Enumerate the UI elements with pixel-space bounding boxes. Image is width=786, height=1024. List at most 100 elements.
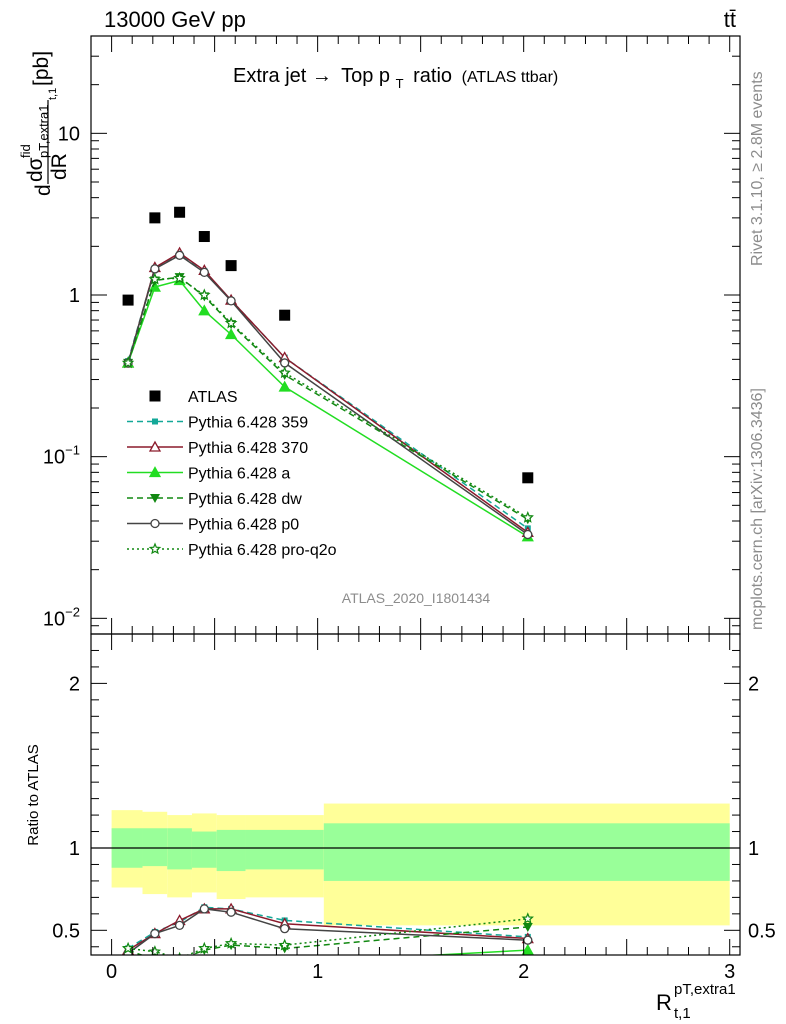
main-point-pythia-6-428-p0-6 xyxy=(523,529,533,540)
main-point-pythia-6-428-pro-q2o-3 xyxy=(198,288,211,301)
legend-label-pythia-6-428-359: Pythia 6.428 359 xyxy=(188,415,308,432)
ratio-point-pythia-6-428-pro-q2o-1 xyxy=(148,945,162,955)
main-series-pythia-6-428-a xyxy=(121,274,534,542)
chart-title-sub: T xyxy=(396,76,404,91)
ratio-point-pythia-6-428-pro-q2o-0 xyxy=(121,941,135,954)
ratio-point-pythia-6-428-p0-2 xyxy=(174,920,185,931)
xlabel-sup: pT,extra1 xyxy=(674,981,736,998)
main-point-atlas-2 xyxy=(174,206,186,218)
ratio-series-pythia-6-428-pro-q2o xyxy=(121,912,534,955)
chart-title-top: Top p xyxy=(341,65,390,87)
chart-title-main: Extra jet xyxy=(233,65,307,87)
xlabel-base: R xyxy=(656,990,672,1015)
ratio-point-pythia-6-428-a-4 xyxy=(226,958,236,967)
ratio-point-pythia-6-428-pro-q2o-3 xyxy=(198,941,211,954)
legend-entry-pythia-6-428-370: Pythia 6.428 370 xyxy=(127,440,308,457)
ratio-point-pythia-6-428-a-1 xyxy=(150,958,160,967)
ytick-label-base: 10 xyxy=(58,123,80,145)
analysis-id-label: ATLAS_2020_I1801434 xyxy=(342,590,491,606)
legend-entry-pythia-6-428-dw: Pythia 6.428 dw xyxy=(127,491,302,508)
ratio-series-layer xyxy=(121,902,534,967)
ytick-label-base: 10 xyxy=(43,447,65,469)
ratio-point-pythia-6-428-dw-2 xyxy=(175,956,185,965)
main-ylabel: d dσ fid pT,extra1 t,1 dR [pb] xyxy=(18,51,71,196)
legend-label-pythia-6-428-pro-q2o: Pythia 6.428 pro-q2o xyxy=(188,542,337,559)
main-point-pythia-6-428-pro-q2o-2 xyxy=(173,271,186,284)
ratio-point-pythia-6-428-a-0 xyxy=(123,958,133,967)
ratio-point-pythia-6-428-a-5 xyxy=(280,958,290,967)
ratio-ylabel: Ratio to ATLAS xyxy=(25,744,42,845)
main-series-pythia-6-428-dw xyxy=(123,273,533,525)
main-point-pythia-6-428-p0-3 xyxy=(199,267,209,278)
main-point-atlas-4 xyxy=(225,260,237,272)
ratio-point-pythia-6-428-p0-3 xyxy=(199,904,209,914)
chart-subtitle: (ATLAS ttbar) xyxy=(462,69,559,86)
ratio-point-pythia-6-428-p0-5 xyxy=(280,924,290,934)
main-point-atlas-3 xyxy=(198,231,210,243)
mcplots-reference-text: mcplots.cern.ch [arXiv:1306.3436] xyxy=(749,388,766,630)
main-series-pythia-6-428-pro-q2o xyxy=(121,271,534,523)
ratio-inner-band-4 xyxy=(216,829,246,872)
main-point-pythia-6-428-pro-q2o-1 xyxy=(148,272,162,285)
ylabel-unit: [pb] xyxy=(30,51,53,86)
ratio-inner-band-2 xyxy=(167,828,192,870)
xlabel-sub: t,1 xyxy=(674,1005,691,1022)
ylabel-d1: d xyxy=(32,184,55,196)
main-series-atlas xyxy=(122,206,534,484)
main-ytick-label-3: 10 xyxy=(58,123,80,145)
ratio-point-pythia-6-428-pro-q2o-5 xyxy=(278,938,291,951)
ratio-point-pythia-6-428-a-3 xyxy=(199,958,209,967)
chart-title-arrow: → xyxy=(312,65,332,87)
main-point-atlas-6 xyxy=(522,472,534,484)
ratio-ytick-label-right-2: 2 xyxy=(748,673,759,695)
ratio-xtick-label-3: 3 xyxy=(724,961,735,983)
legend-marker-pythia-6-428-370 xyxy=(148,440,162,452)
chart-title-ratio: ratio xyxy=(413,65,452,87)
legend-label-atlas: ATLAS xyxy=(188,389,238,406)
ratio-point-pythia-6-428-a-2 xyxy=(175,958,185,967)
ratio-point-pythia-6-428-dw-1 xyxy=(150,956,160,965)
legend: ATLAS Pythia 6.428 359 Pythia 6.428 370 Pyt… xyxy=(127,389,337,559)
ylabel-sub: pT,extra1 xyxy=(36,105,51,158)
main-point-atlas-5 xyxy=(279,309,291,321)
ytick-label-base: 1 xyxy=(69,285,80,307)
ratio-ytick-label-left-1: 1 xyxy=(69,838,80,860)
main-point-pythia-6-428-p0-4 xyxy=(226,296,236,306)
ratio-ytick-label-right-1: 1 xyxy=(748,838,759,860)
legend-marker-pythia-6-428-dw xyxy=(150,494,160,503)
legend-marker-pythia-6-428-p0 xyxy=(150,518,160,529)
main-series-pythia-6-428-370 xyxy=(121,246,534,538)
ratio-panel: 0.5 0.5 1 1 2 2 0 1 2 3 Ratio to ATLAS R pT,extra… xyxy=(25,633,776,1022)
chart-title: Extra jet → Top p T ratio (ATLAS ttbar) xyxy=(233,65,558,93)
ratio-inner-band-3 xyxy=(191,831,217,868)
ylabel-dsigma: dσ xyxy=(24,157,47,182)
ratio-ytick-label-right-0: 0.5 xyxy=(748,920,776,942)
main-point-pythia-6-428-a-4 xyxy=(224,328,238,340)
main-ytick-label-2: 1 xyxy=(69,285,80,307)
main-point-pythia-6-428-a-3 xyxy=(198,304,211,316)
main-point-pythia-6-428-pro-q2o-5 xyxy=(278,366,291,379)
main-point-atlas-0 xyxy=(122,294,134,306)
ratio-point-pythia-6-428-p0-6 xyxy=(523,935,533,945)
ratio-point-pythia-6-428-a-6 xyxy=(521,943,534,955)
legend-entry-atlas: ATLAS xyxy=(149,389,238,406)
legend-marker-atlas xyxy=(149,390,161,402)
ratio-point-pythia-6-428-pro-q2o-6 xyxy=(521,912,534,925)
header-left: 13000 GeV pp xyxy=(104,7,246,32)
ratio-xtick-label-0: 0 xyxy=(106,961,117,983)
ratio-ytick-label-left-2: 2 xyxy=(69,673,80,695)
ratio-point-pythia-6-428-dw-6 xyxy=(522,923,533,933)
ratio-line-pythia-6-428-a xyxy=(422,949,528,955)
main-point-pythia-6-428-pro-q2o-0 xyxy=(121,356,135,369)
main-point-pythia-6-428-a-5 xyxy=(278,380,291,392)
ratio-frame xyxy=(90,633,741,956)
ytick-label-base: 10 xyxy=(43,608,65,630)
main-ytick-label-0: 10−2 xyxy=(43,604,80,630)
legend-label-pythia-6-428-370: Pythia 6.428 370 xyxy=(188,440,308,457)
main-ytick-label-1: 10−1 xyxy=(43,443,80,469)
legend-label-pythia-6-428-p0: Pythia 6.428 p0 xyxy=(188,517,299,534)
ratio-series-pythia-6-428-dw xyxy=(123,923,533,965)
main-panel: 10−2 10−1 1 10 Extra jet → Top p T ratio (A… xyxy=(18,35,741,635)
ratio-inner-band-5 xyxy=(245,829,324,870)
